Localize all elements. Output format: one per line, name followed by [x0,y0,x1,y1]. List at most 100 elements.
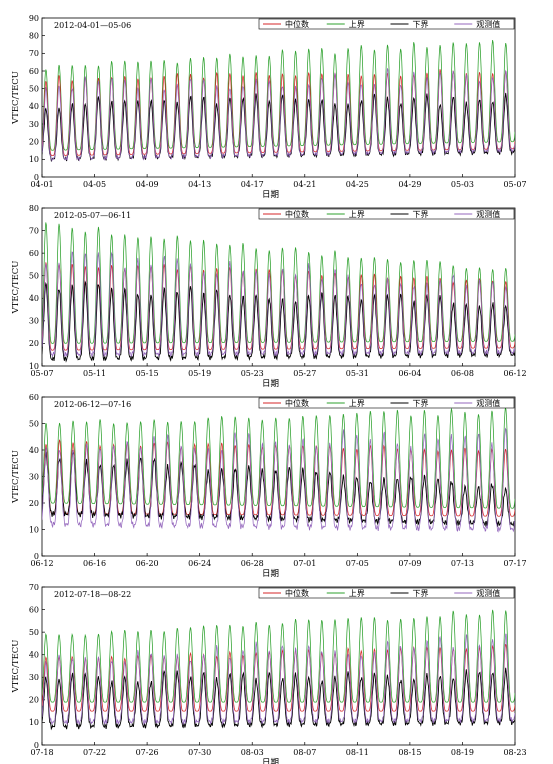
x-tick-label: 08-07 [293,748,316,757]
period-label: 2012-05-07—06-11 [54,211,131,220]
series-line-2 [42,222,515,344]
y-tick-label: 40 [29,294,39,303]
x-tick-label: 04-25 [346,180,369,189]
y-tick-label: 30 [29,472,39,481]
series-line-4 [42,427,515,533]
x-tick-label: 06-24 [188,559,211,568]
x-tick-label: 07-05 [346,559,369,568]
y-tick-label: 50 [29,628,39,637]
x-axis-label: 日期 [262,569,279,579]
x-tick-label: 04-09 [136,180,159,189]
x-tick-label: 08-15 [398,748,421,757]
x-tick-label: 06-16 [83,559,106,568]
series-line-3 [42,667,515,731]
y-tick-label: 40 [29,102,39,111]
legend-entry: 观测值 [476,19,500,29]
x-tick-label: 05-31 [346,369,369,378]
period-label: 2012-06-12—07-16 [54,400,131,409]
x-tick-label: 05-19 [188,369,211,378]
x-tick-label: 07-30 [188,748,211,757]
legend-entry: 中位数 [285,19,309,29]
y-tick-label: 80 [29,31,39,40]
x-tick-label: 07-09 [398,559,421,568]
x-tick-label: 07-22 [83,748,106,757]
series-line-2 [42,40,515,151]
x-tick-label: 08-11 [346,748,369,757]
y-tick-label: 60 [29,393,39,402]
x-tick-label: 08-23 [503,748,526,757]
y-tick-label: 20 [29,499,39,508]
legend-entry: 观测值 [476,398,500,408]
y-tick-label: 30 [29,317,39,326]
legend-box [258,18,515,30]
y-tick-label: 50 [29,272,39,281]
series-line-4 [42,251,515,358]
x-tick-label: 04-29 [398,180,421,189]
x-tick-label: 06-12 [30,559,53,568]
series-line-3 [42,92,515,163]
legend-entry: 上界 [349,589,365,598]
period-label: 2012-04-01—05-06 [54,21,131,30]
y-tick-label: 50 [29,419,39,428]
plot-frame [41,207,516,367]
series-line-4 [42,68,515,162]
y-tick-label: 60 [29,67,39,76]
series-line-2 [42,407,515,509]
series-line-4 [42,633,515,726]
x-tick-label: 05-15 [136,369,159,378]
x-tick-label: 04-05 [83,180,106,189]
y-tick-label: 70 [29,583,39,592]
plot-frame [41,17,516,178]
legend-entry: 中位数 [285,588,309,598]
x-tick-label: 04-01 [30,180,53,189]
x-axis-label: 日期 [262,379,279,389]
x-tick-label: 05-27 [293,369,316,378]
x-axis-label: 日期 [262,190,279,200]
x-tick-label: 05-07 [503,180,526,189]
x-tick-label: 06-28 [241,559,264,568]
y-tick-label: 0 [34,741,39,750]
x-tick-label: 07-13 [451,559,474,568]
legend-box [258,208,515,220]
legend-entry: 下界 [413,210,429,219]
x-tick-label: 05-11 [83,369,106,378]
series-line-1 [42,643,515,712]
legend-entry: 下界 [413,20,429,29]
y-axis-label: VTEC/TECU [11,71,21,125]
x-tick-label: 06-04 [398,369,421,378]
series-line-3 [42,280,515,363]
legend-entry: 下界 [413,399,429,408]
chart-panel-1: 0 10 20 30 40 50 60 70 80 90 04-01 04-05 04-09 04-13 0… [11,14,527,200]
legend-entry: 中位数 [285,209,309,219]
y-tick-label: 70 [29,226,39,235]
chart-panel-4: 0 10 20 30 40 50 60 70 07-18 07-22 07-26 07-30 08-03… [11,583,527,764]
legend-entry: 上界 [349,20,365,29]
x-tick-label: 07-26 [136,748,159,757]
legend-entry: 观测值 [476,209,500,219]
y-tick-label: 70 [29,49,39,58]
y-axis-label: VTEC/TECU [11,640,21,694]
chart-panel-3: 0 10 20 30 40 50 60 06-12 06-16 06-20 06-24 06-28 07… [11,393,527,579]
y-tick-label: 30 [29,120,39,129]
x-tick-label: 04-13 [188,180,211,189]
x-tick-label: 05-23 [241,369,264,378]
y-tick-label: 10 [29,155,39,164]
x-tick-label: 08-19 [451,748,474,757]
legend-box [258,587,515,599]
y-tick-label: 60 [29,605,39,614]
y-tick-label: 10 [29,718,39,727]
x-tick-label: 04-21 [293,180,316,189]
x-tick-label: 07-18 [30,748,53,757]
y-tick-label: 40 [29,446,39,455]
y-tick-label: 20 [29,137,39,146]
y-tick-label: 0 [34,173,39,182]
legend-entry: 上界 [349,210,365,219]
series-line-2 [42,609,515,703]
legend-box [258,397,515,409]
legend-entry: 中位数 [285,398,309,408]
chart-panel-2: 10 20 30 40 50 60 70 80 05-07 05-11 05-15 05-19 05-2… [11,204,527,389]
y-tick-label: 20 [29,339,39,348]
x-tick-label: 08-03 [241,748,264,757]
y-tick-label: 0 [34,552,39,561]
